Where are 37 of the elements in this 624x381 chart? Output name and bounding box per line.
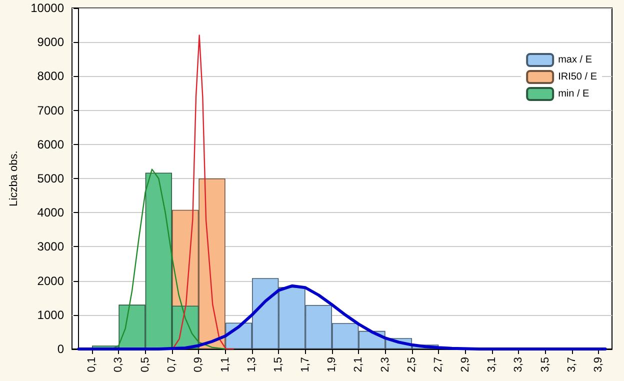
y-tick-label: 7000	[37, 103, 64, 118]
x-tick-label: 3,1	[486, 357, 498, 372]
x-tick-label: 3,7	[566, 357, 578, 372]
x-tick-label: 0,5	[139, 357, 152, 372]
x-tick-label: 0,9	[192, 357, 205, 372]
x-tick-label: 1,9	[326, 357, 338, 372]
x-tick-label: 1,3	[246, 357, 258, 372]
x-tick-label: 0,3	[112, 357, 125, 372]
x-tick-label: 2,1	[352, 357, 365, 372]
x-tick-label: 2,5	[406, 357, 418, 372]
line-series	[77, 284, 607, 350]
y-tick-label: 0	[57, 342, 64, 356]
y-tick-label: 1000	[37, 308, 64, 322]
legend-label: IRI50 / E	[558, 72, 598, 82]
x-tick-label: 3,9	[592, 357, 605, 372]
y-tick-label: 5000	[37, 172, 64, 186]
y-tick-label: 3000	[37, 240, 64, 254]
line-series	[111, 168, 226, 350]
x-tick-label: 1,5	[272, 357, 285, 372]
y-tick-label: 9000	[37, 35, 64, 50]
x-tick-label: 2,9	[459, 357, 472, 372]
y-tick-label: 8000	[37, 69, 64, 84]
y-tick-label: 10000	[30, 1, 64, 15]
y-tick-label: 2000	[37, 274, 64, 288]
legend-label: max / E	[558, 54, 592, 66]
x-tick-label: 1,1	[219, 357, 232, 372]
y-tick-label: 6000	[37, 137, 64, 152]
x-tick-label: 3,3	[512, 357, 525, 372]
x-tick-label: 3,5	[539, 357, 552, 372]
x-tick-label: 2,3	[379, 357, 392, 372]
x-tick-label: 0,1	[86, 357, 98, 372]
y-axis-title: Liczba obs.	[8, 150, 20, 206]
x-tick-label: 1,7	[299, 357, 312, 372]
y-tick-label: 4000	[37, 206, 64, 220]
legend-label: min / E	[558, 88, 590, 100]
x-tick-label: 0,7	[166, 357, 178, 372]
x-tick-label: 2,7	[432, 357, 445, 372]
